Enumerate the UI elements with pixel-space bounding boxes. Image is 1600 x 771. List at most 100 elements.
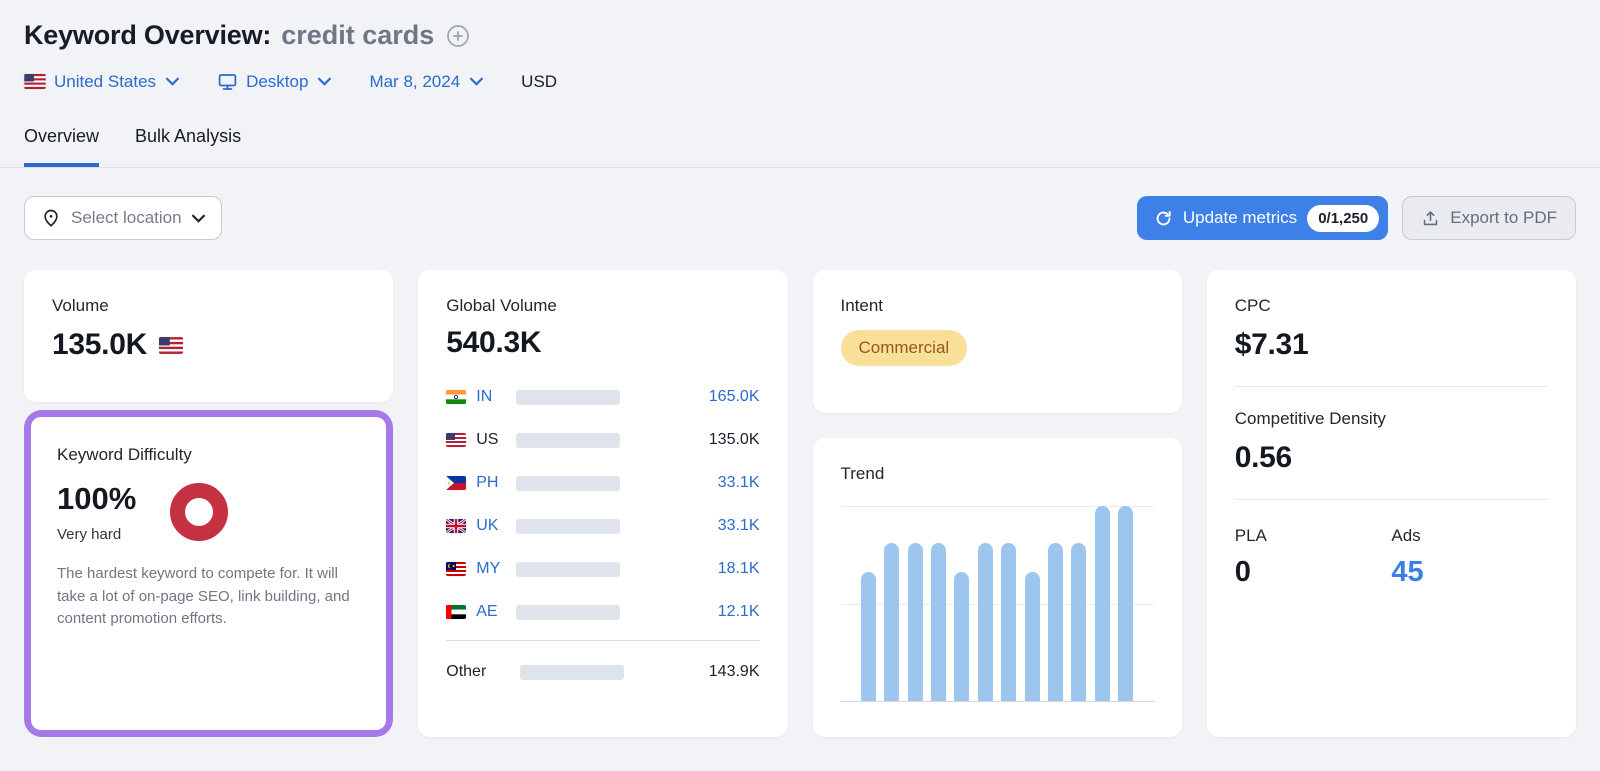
device-filter-dropdown[interactable]: Desktop (217, 71, 332, 92)
country-code-link[interactable]: MY (476, 560, 501, 577)
country-row-us: US 135.0K (446, 425, 760, 455)
volume-bar (516, 432, 621, 448)
country-filter-label: United States (54, 71, 157, 91)
country-code-current: US (476, 431, 499, 448)
trend-bar (1024, 572, 1040, 701)
trend-bar (1071, 543, 1087, 701)
divider (446, 640, 760, 641)
country-volume-link[interactable]: 12.1K (717, 603, 760, 620)
keyword-difficulty-label: Keyword Difficulty (57, 445, 192, 464)
philippines-flag-icon (446, 476, 467, 490)
us-flag-icon (24, 74, 46, 89)
trend-bar (1048, 543, 1064, 701)
tab-bar: Overview Bulk Analysis (0, 126, 1600, 168)
country-row-ae: AE 12.1K (446, 597, 760, 627)
country-volume-link[interactable]: 33.1K (717, 517, 760, 534)
global-volume-value: 540.3K (446, 326, 542, 359)
tab-overview[interactable]: Overview (24, 126, 100, 167)
chart-baseline (840, 701, 1154, 702)
trend-bar (1094, 506, 1110, 701)
chevron-down-icon (191, 214, 205, 223)
trend-card: Trend (812, 438, 1182, 737)
gridline (840, 604, 1154, 605)
volume-bar (516, 475, 621, 491)
column-intent-trend: Intent Commercial Trend (812, 270, 1182, 737)
country-code-link[interactable]: UK (476, 517, 499, 534)
volume-value: 135.0K (52, 328, 147, 361)
currency-label: USD (521, 71, 558, 91)
update-metrics-count-badge: 0/1,250 (1307, 204, 1380, 232)
country-row-in: IN 165.0K (446, 382, 760, 412)
chevron-down-icon (166, 77, 180, 86)
other-volume-value: 143.9K (708, 663, 760, 680)
gridline (840, 506, 1154, 507)
difficulty-donut-gauge (170, 483, 229, 541)
country-row-ph: PH 33.1K (446, 468, 760, 498)
country-row-uk: UK 33.1K (446, 511, 760, 541)
keyword-difficulty-level: Very hard (57, 526, 122, 543)
export-to-pdf-button[interactable]: Export to PDF (1402, 196, 1576, 240)
other-volume-row: Other 143.9K (446, 657, 759, 687)
country-code-link[interactable]: IN (476, 388, 493, 405)
pla-value: 0 (1234, 556, 1251, 588)
column-volume-kd: Volume 135.0K Keyword Difficulty 100% (24, 270, 394, 737)
keyword-text: credit cards (281, 20, 435, 50)
trend-bar (860, 572, 876, 701)
keyword-difficulty-highlight-border: Keyword Difficulty 100% Very hard The ha… (24, 410, 394, 737)
date-filter-label: Mar 8, 2024 (369, 71, 461, 91)
country-volume-link[interactable]: 165.0K (708, 388, 760, 405)
trend-label: Trend (840, 464, 885, 483)
country-volume-value: 135.0K (708, 431, 760, 448)
keyword-difficulty-value: 100% (57, 481, 137, 516)
column-global-volume: Global Volume 540.3K IN 165.0K (418, 270, 788, 737)
device-filter-label: Desktop (246, 71, 309, 91)
country-code-link[interactable]: PH (476, 474, 499, 491)
country-volume-link[interactable]: 18.1K (717, 560, 760, 577)
us-flag-icon (158, 336, 183, 354)
column-cpc: CPC $7.31 Competitive Density 0.56 PLA 0 (1206, 270, 1576, 737)
country-filter-dropdown[interactable]: United States (24, 71, 180, 92)
filter-bar: United States Desktop Mar 8, 2024 (24, 71, 1576, 92)
trend-bar (1118, 506, 1134, 701)
uae-flag-icon (446, 605, 467, 619)
divider (1234, 386, 1548, 387)
country-code-link[interactable]: AE (476, 603, 498, 620)
cpc-card: CPC $7.31 Competitive Density 0.56 PLA 0 (1206, 270, 1576, 737)
cpc-value: $7.31 (1234, 328, 1309, 361)
trend-bar (884, 543, 900, 701)
add-keyword-icon[interactable] (446, 24, 470, 48)
global-volume-card: Global Volume 540.3K IN 165.0K (418, 270, 788, 737)
india-flag-icon (446, 390, 467, 404)
trend-bar (977, 543, 993, 701)
update-metrics-button[interactable]: Update metrics 0/1,250 (1136, 196, 1389, 240)
trend-bar (954, 572, 970, 701)
country-volume-link[interactable]: 33.1K (717, 474, 760, 491)
chevron-down-icon (470, 77, 484, 86)
select-location-dropdown[interactable]: Select location (24, 196, 222, 240)
trend-bar-chart (840, 506, 1154, 702)
other-label: Other (446, 663, 487, 680)
export-to-pdf-label: Export to PDF (1450, 208, 1557, 227)
refresh-icon (1154, 209, 1173, 228)
desktop-icon (217, 71, 238, 92)
metrics-grid: Volume 135.0K Keyword Difficulty 100% (24, 270, 1576, 737)
global-volume-label: Global Volume (446, 296, 557, 315)
volume-bar (520, 664, 625, 680)
uk-flag-icon (446, 519, 467, 533)
competitive-density-label: Competitive Density (1234, 409, 1386, 428)
malaysia-flag-icon (446, 562, 467, 576)
trend-bar (1001, 543, 1017, 701)
intent-commercial-badge: Commercial (840, 330, 968, 366)
country-row-my: MY 18.1K (446, 554, 760, 584)
competitive-density-value: 0.56 (1234, 441, 1293, 474)
ads-label: Ads (1391, 526, 1421, 545)
chevron-down-icon (318, 77, 332, 86)
date-filter-dropdown[interactable]: Mar 8, 2024 (369, 71, 484, 92)
ads-value-link[interactable]: 45 (1391, 556, 1424, 588)
tab-bulk-analysis[interactable]: Bulk Analysis (135, 126, 242, 146)
export-upload-icon (1421, 209, 1440, 228)
location-pin-icon (41, 208, 61, 228)
pla-label: PLA (1234, 526, 1267, 545)
trend-bar (931, 543, 947, 701)
